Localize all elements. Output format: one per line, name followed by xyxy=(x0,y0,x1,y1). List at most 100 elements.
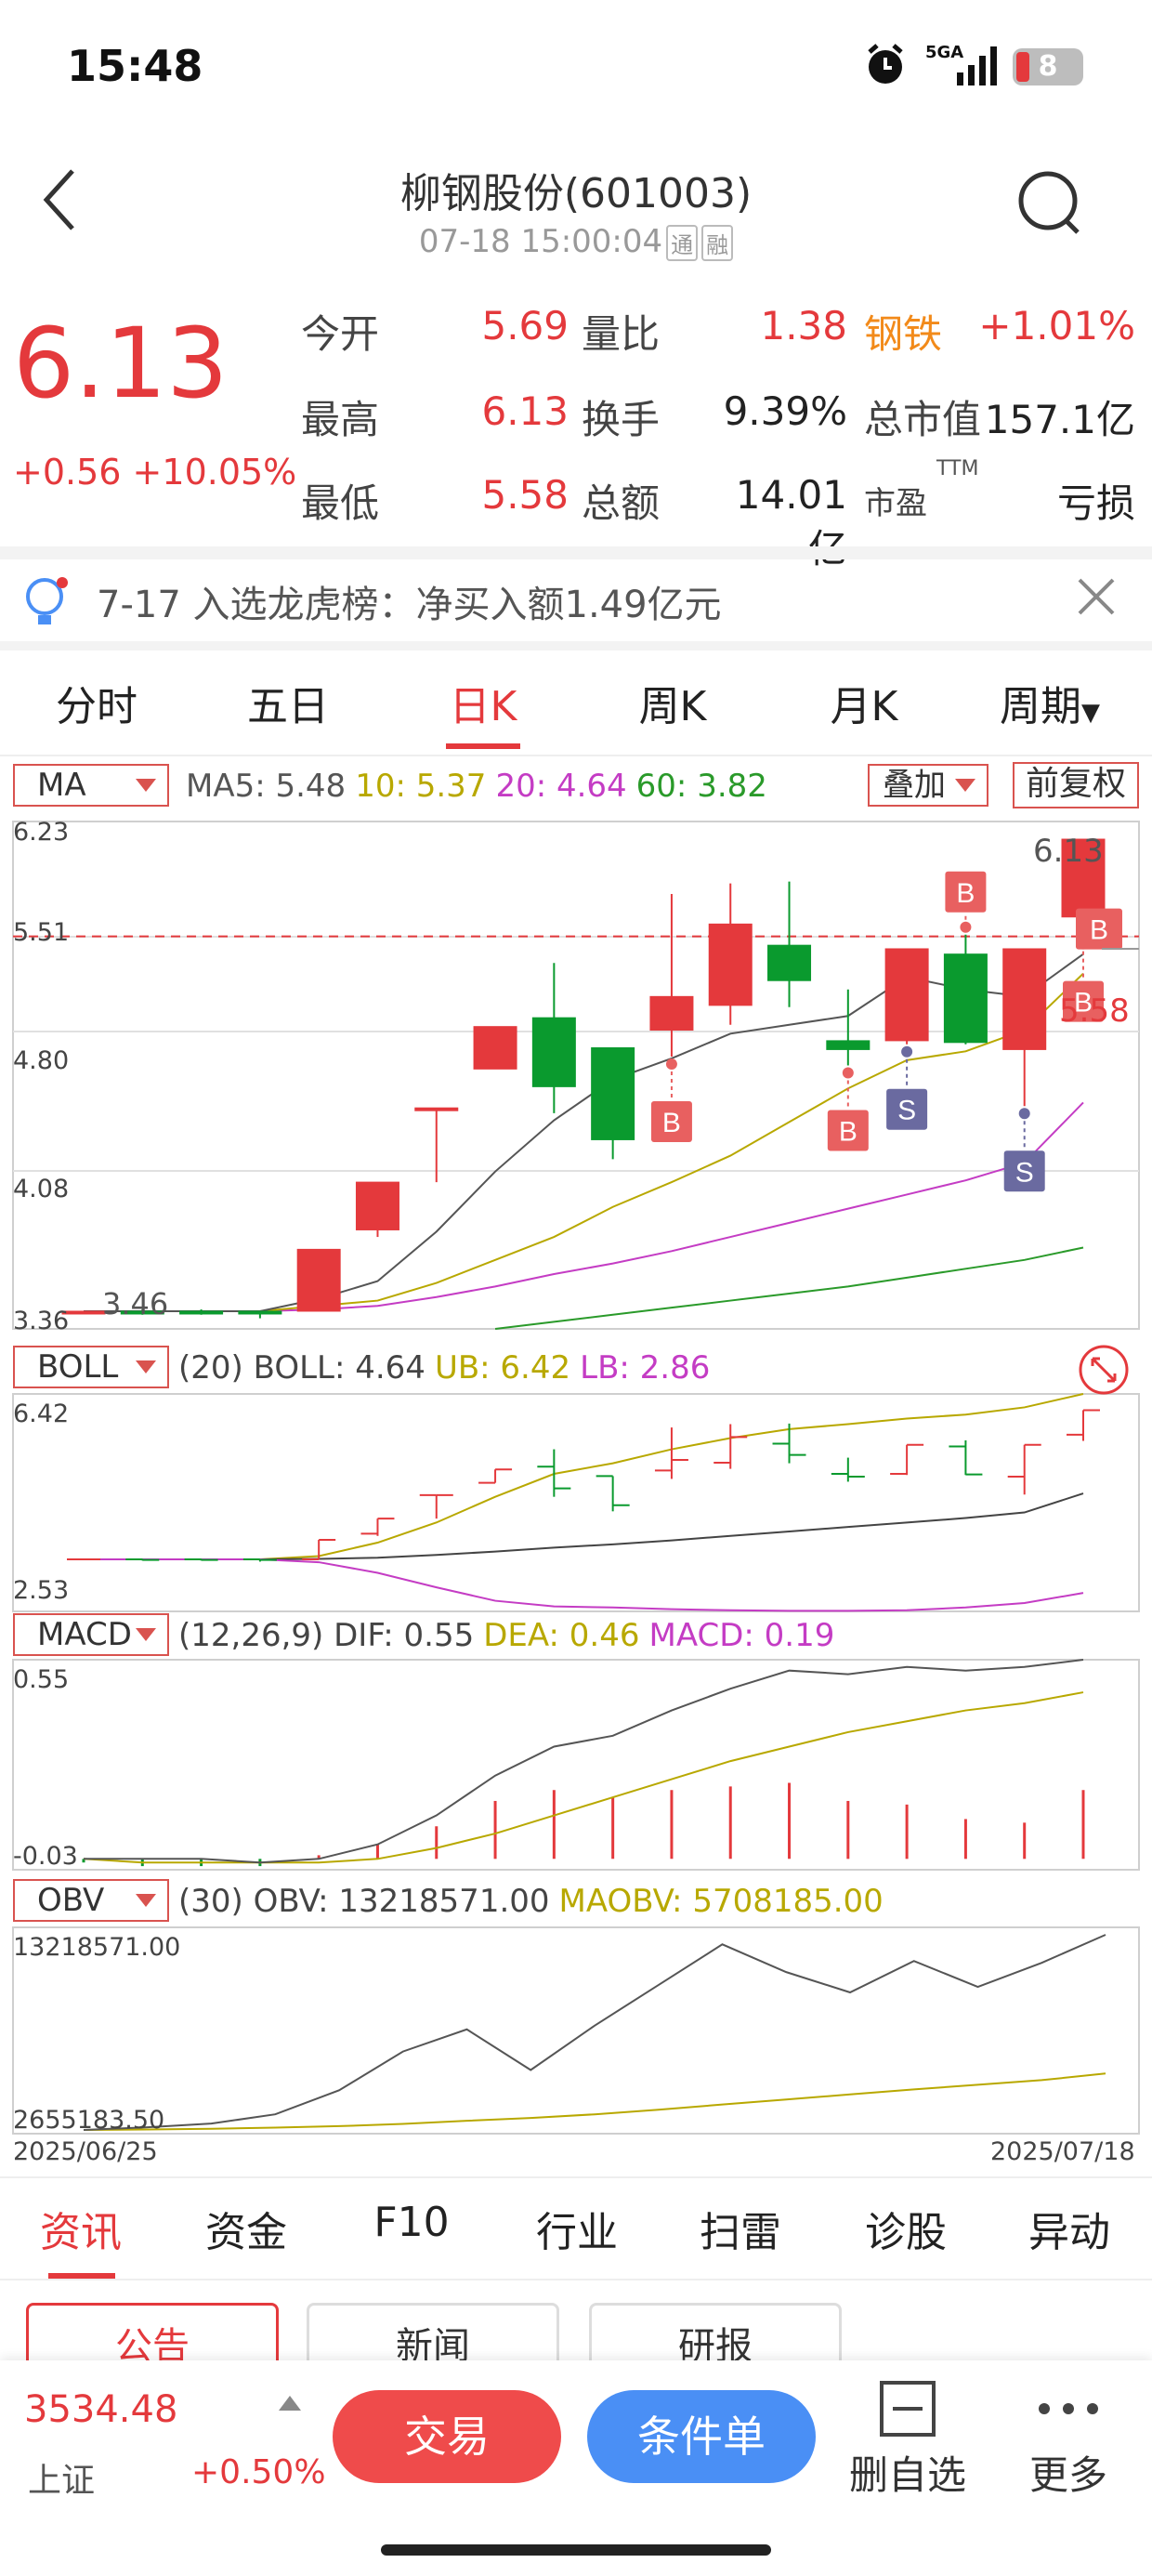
quote-label: 最低 xyxy=(301,480,380,526)
signal-label: B xyxy=(662,1108,681,1138)
dropdown-arrow-icon xyxy=(136,779,156,792)
tab-wuri[interactable]: 五日 xyxy=(247,683,329,730)
y-tick: 2655183.50 xyxy=(13,2106,165,2135)
tab-period-label: 周期 xyxy=(1000,683,1081,730)
signal-label: B xyxy=(1090,915,1108,946)
legend-item: 20: 4.64 xyxy=(495,768,627,805)
main-indicator-label: MA xyxy=(37,767,86,804)
expand-icon[interactable] xyxy=(1078,1344,1130,1396)
tab-risk-scan[interactable]: 扫雷 xyxy=(700,2209,781,2256)
dropdown-arrow-icon xyxy=(136,1894,156,1907)
dropdown-arrow-icon xyxy=(955,779,975,792)
signal-label: B xyxy=(839,1117,857,1148)
trade-button[interactable]: 交易 xyxy=(333,2390,561,2483)
divider xyxy=(0,546,1152,559)
notice-text: 7-17 入选龙虎榜：净买入额1.49亿元 xyxy=(97,584,722,626)
signal-badge xyxy=(886,1088,928,1130)
change-pct: +10.05% xyxy=(132,452,297,493)
dropdown-arrow-icon xyxy=(136,1360,156,1373)
y-tick: 13218571.00 xyxy=(13,1933,181,1962)
adjust-button[interactable]: 前复权 xyxy=(1013,762,1139,808)
tab-news-info[interactable]: 资讯 xyxy=(40,2209,122,2256)
tab-period-menu[interactable]: 周期▼ xyxy=(966,673,1133,732)
signal-badge xyxy=(827,1110,869,1151)
y-tick: 3.36 xyxy=(13,1307,70,1335)
tab-diagnose[interactable]: 诊股 xyxy=(865,2209,947,2256)
quote-value: 5.58 xyxy=(481,472,569,518)
signal-dot xyxy=(901,1045,913,1058)
quote-time: 07-18 15:00:04 xyxy=(418,223,663,260)
candle-body xyxy=(649,995,694,1031)
tab-zhouk[interactable]: 周K xyxy=(638,683,707,730)
tab-f10[interactable]: F10 xyxy=(373,2199,450,2246)
triangle-up-icon xyxy=(279,2396,301,2411)
x-end-label: 2025/07/18 xyxy=(990,2137,1135,2166)
y-tick: -0.03 xyxy=(13,1842,78,1871)
bottom-tab-indicator xyxy=(48,2273,115,2279)
candle-body xyxy=(473,1026,517,1070)
main-indicator-select[interactable]: MA xyxy=(13,764,169,807)
candle-body xyxy=(767,944,812,981)
battery-level: 8 xyxy=(1038,50,1058,83)
signal-badge xyxy=(1003,1150,1045,1192)
macd-indicator-select[interactable]: MACD xyxy=(13,1613,169,1656)
tab-movement[interactable]: 异动 xyxy=(1028,2209,1110,2256)
candle-body xyxy=(1061,838,1106,918)
tab-yuek[interactable]: 月K xyxy=(830,683,898,730)
obv-legend: (30) OBV: 13218571.00 MAOBV: 5708185.00 xyxy=(178,1883,893,1920)
page-title: 柳钢股份(601003) xyxy=(399,170,753,217)
search-icon[interactable] xyxy=(1016,169,1083,236)
status-bar: 15:48 5GA 8 xyxy=(0,0,1152,130)
bulb-icon xyxy=(26,577,68,624)
quote-label: 市盈 xyxy=(864,485,927,522)
kline-chart[interactable]: B B S B S B B xyxy=(0,808,1152,2147)
side-price-label: 5.58 xyxy=(1059,992,1130,1030)
ma5-line xyxy=(84,953,1084,1312)
signal-label: S xyxy=(897,1096,916,1126)
dif-line xyxy=(84,1659,1084,1864)
battery-icon: 8 xyxy=(1013,48,1083,85)
close-icon[interactable] xyxy=(1076,576,1117,617)
legend-item: DEA: 0.46 xyxy=(483,1617,640,1654)
tag-rong: 融 xyxy=(701,225,734,261)
legend-item: (30) OBV: 13218571.00 xyxy=(178,1883,550,1920)
signal-label: B xyxy=(1074,988,1093,1019)
boll-indicator-label: BOLL xyxy=(37,1348,119,1386)
ma60-line xyxy=(494,1246,1084,1330)
signal-label: S xyxy=(1015,1157,1034,1188)
signal-badge xyxy=(945,871,987,913)
boll-legend: (20) BOLL: 4.64 UB: 6.42 LB: 2.86 xyxy=(178,1349,719,1387)
candle-body xyxy=(414,1107,459,1111)
more-label: 更多 xyxy=(1028,2452,1107,2498)
boll-indicator-select[interactable]: BOLL xyxy=(13,1346,169,1388)
back-icon[interactable] xyxy=(37,165,84,245)
caret-down-icon: ▼ xyxy=(1081,699,1100,727)
last-price: 6.13 xyxy=(13,307,229,420)
remove-watchlist-button[interactable]: 删自选 xyxy=(838,2379,977,2501)
signal-dot xyxy=(1018,1108,1030,1120)
more-button[interactable]: 更多 xyxy=(1003,2379,1133,2501)
alarm-icon xyxy=(868,44,903,84)
divider xyxy=(0,755,1152,756)
legend-item: 60: 3.82 xyxy=(635,768,767,805)
quote-value: 6.13 xyxy=(481,388,569,434)
obv-indicator-select[interactable]: OBV xyxy=(13,1879,169,1922)
tab-industry[interactable]: 行业 xyxy=(536,2209,618,2256)
signal-dot xyxy=(960,921,972,933)
notice-bar[interactable]: 7-17 入选龙虎榜：净买入额1.49亿元 xyxy=(0,558,1152,637)
index-change: +0.50% xyxy=(191,2453,326,2491)
tab-rik[interactable]: 日K xyxy=(449,683,517,730)
legend-item: LB: 2.86 xyxy=(580,1349,711,1387)
divider xyxy=(0,641,1152,651)
obv-chart-frame xyxy=(12,1926,1140,2135)
macd-indicator-label: MACD xyxy=(37,1616,132,1653)
boll-chart-frame xyxy=(12,1393,1140,1612)
tab-fenshi[interactable]: 分时 xyxy=(56,683,137,730)
overlay-select[interactable]: 叠加 xyxy=(868,764,988,807)
conditional-order-button[interactable]: 条件单 xyxy=(587,2390,816,2483)
ma20-line xyxy=(84,1101,1084,1312)
y-tick: 0.55 xyxy=(13,1665,70,1694)
legend-item: MA5: 5.48 xyxy=(186,768,347,805)
sector-link[interactable]: 钢铁 xyxy=(864,311,943,357)
tab-funds[interactable]: 资金 xyxy=(205,2209,287,2256)
